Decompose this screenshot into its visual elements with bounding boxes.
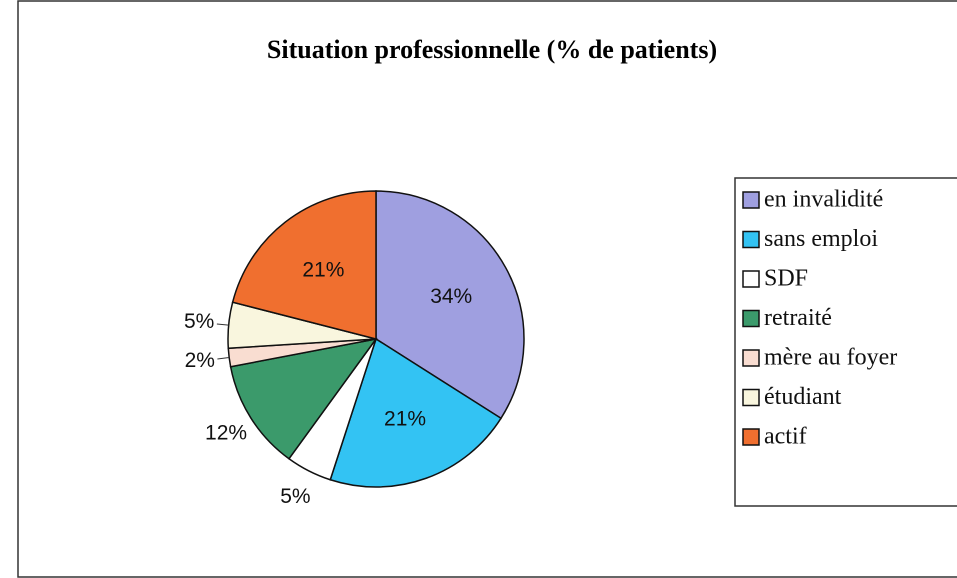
chart-title: Situation professionnelle (% de patients… bbox=[267, 35, 717, 64]
legend-swatch bbox=[742, 270, 760, 288]
data-label: 21% bbox=[302, 259, 344, 282]
legend-swatch bbox=[742, 309, 760, 328]
data-label: 5% bbox=[280, 485, 310, 508]
data-label: 34% bbox=[430, 285, 472, 308]
legend-label: en invalidité bbox=[764, 187, 883, 213]
pie-slice bbox=[231, 190, 377, 340]
data-label: 12% bbox=[205, 422, 247, 445]
legend-swatch bbox=[742, 191, 760, 209]
legend-swatch bbox=[742, 428, 760, 446]
leader-line bbox=[216, 323, 229, 326]
legend-label: SDF bbox=[764, 266, 808, 292]
data-label: 5% bbox=[184, 310, 214, 333]
legend-box bbox=[734, 177, 957, 507]
data-label: 2% bbox=[185, 349, 215, 372]
pie-slice bbox=[375, 190, 525, 420]
legend-label: retraité bbox=[764, 305, 832, 331]
pie-slice bbox=[329, 337, 502, 488]
legend-label: étudiant bbox=[764, 384, 842, 410]
legend-swatch bbox=[742, 388, 760, 407]
data-label: 21% bbox=[384, 407, 426, 430]
legend-label: mère au foyer bbox=[764, 345, 897, 371]
pie-slice bbox=[229, 337, 378, 460]
legend-swatch bbox=[742, 230, 760, 249]
legend-swatch bbox=[742, 349, 760, 367]
leader-line bbox=[217, 357, 230, 360]
legend-label: actif bbox=[764, 424, 807, 450]
legend-label: sans emploi bbox=[764, 226, 878, 252]
